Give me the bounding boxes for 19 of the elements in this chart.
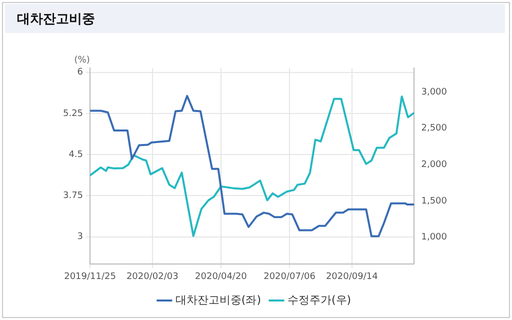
y-tick-label: 6 (77, 68, 84, 78)
x-tick-label: 2020/07/06 (264, 272, 316, 282)
x-tick-label: 2020/04/20 (195, 272, 248, 282)
x-tick-label: 2019/11/25 (64, 272, 116, 282)
x-tick-label: 2020/09/14 (326, 272, 378, 282)
legend-label: 대차잔고비중(좌) (175, 293, 262, 306)
y2-tick-label: 2,000 (421, 160, 448, 170)
y2-tick-label: 1,500 (421, 196, 448, 206)
x-tick-label: 2020/02/03 (126, 272, 178, 282)
y-axis-title: (%) (74, 55, 90, 66)
y-tick-label: 3 (77, 232, 84, 242)
y2-tick-label: 3,000 (421, 87, 448, 98)
y2-tick-label: 1,000 (421, 232, 448, 243)
legend-label: 수정주가(우) (288, 293, 352, 306)
chart-title: 대차잔고비중 (17, 11, 95, 28)
y-tick-label: 5.25 (62, 108, 84, 119)
y-tick-label: 3.75 (62, 191, 84, 202)
y2-tick-label: 2,500 (421, 124, 448, 134)
y-tick-label: 4.5 (68, 150, 84, 160)
